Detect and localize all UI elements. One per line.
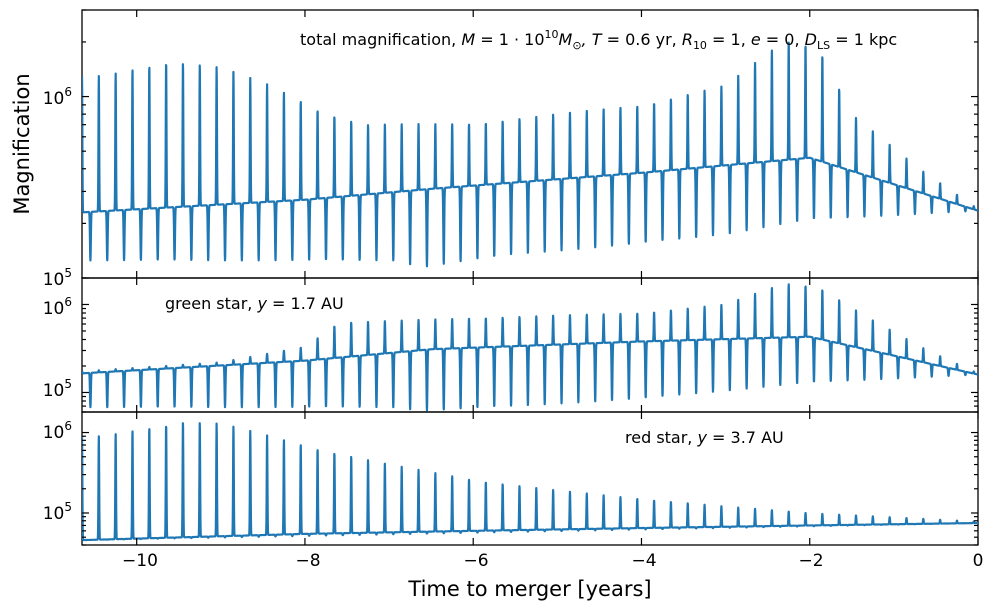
bottom-ytick-1e5: 105 [43, 500, 72, 524]
bottom-panel-magnification-line [82, 422, 978, 542]
tick-marks [82, 9, 979, 546]
bottom-panel-annotation: red star, y = 3.7 AU [625, 428, 784, 447]
middle-panel-magnification-line [82, 283, 978, 412]
bottom-ytick-1e6: 106 [43, 419, 72, 443]
xtick-0: 0 [973, 551, 984, 571]
x-axis-label: Time to merger [years] [407, 577, 651, 601]
top-panel-annotation: total magnification, M = 1 · 1010M⊙, T =… [300, 28, 897, 52]
xtick-minus4: −4 [631, 551, 656, 571]
xtick-minus6: −6 [463, 551, 488, 571]
top-ytick-1e6: 106 [43, 85, 72, 109]
xtick-minus8: −8 [295, 551, 320, 571]
middle-ytick-1e5: 105 [43, 377, 72, 401]
xtick-minus10: −10 [122, 551, 158, 571]
xtick-minus2: −2 [798, 551, 823, 571]
middle-ytick-1e6: 106 [43, 295, 72, 319]
y-axis-label: Magnification [10, 73, 34, 214]
top-panel-magnification-line [82, 41, 978, 268]
top-ytick-1e5: 105 [43, 266, 72, 290]
middle-panel-annotation: green star, y = 1.7 AU [165, 294, 344, 313]
